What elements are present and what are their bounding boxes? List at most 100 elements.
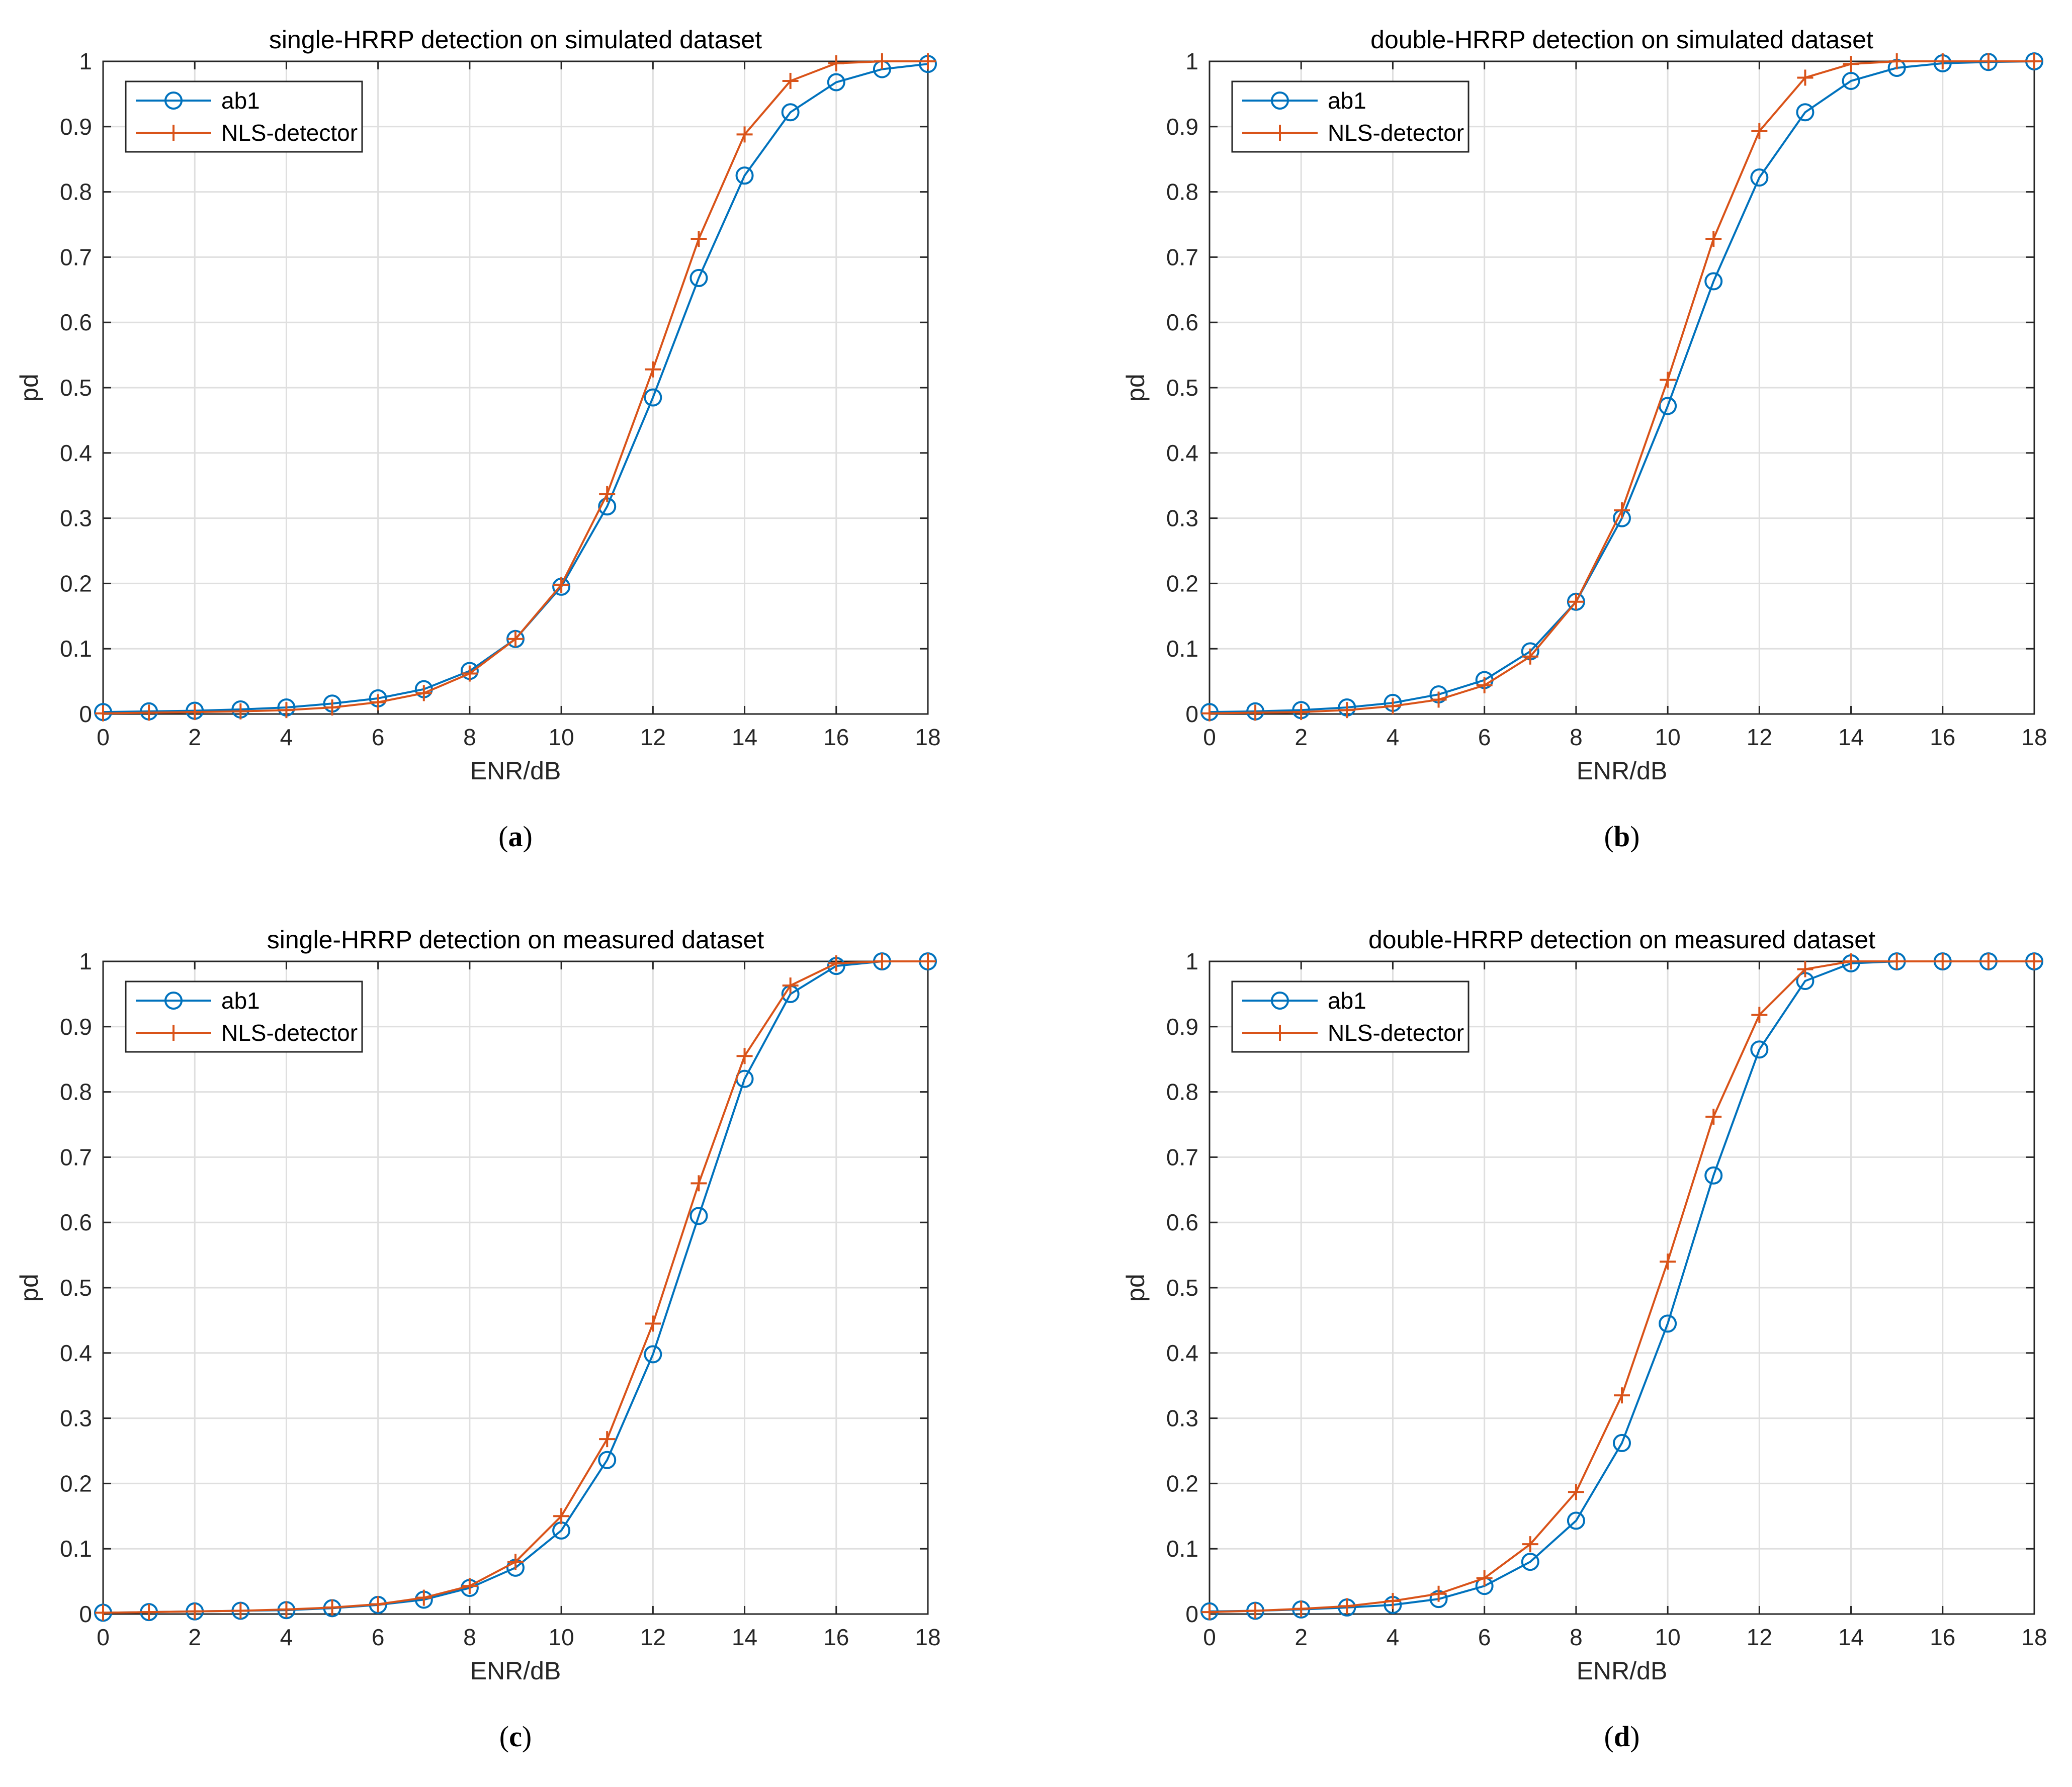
data-point-NLS-detector: [507, 631, 524, 647]
panel-caption-letter: d: [1613, 1720, 1630, 1753]
data-point-NLS-detector: [553, 576, 570, 593]
y-tick-label: 0.5: [60, 375, 92, 401]
legend-label: ab1: [221, 87, 260, 114]
legend-marker-ab1: [164, 992, 183, 1010]
data-point-NLS-detector: [874, 53, 890, 69]
y-tick-label: 0.7: [60, 244, 92, 270]
x-tick-label: 14: [1838, 724, 1864, 750]
data-point-NLS-detector: [370, 694, 386, 710]
data-point-ab1: [781, 103, 800, 122]
x-tick-label: 8: [463, 1624, 476, 1650]
chart-panel-b: 0 2 4 6 8 10 12 14 16 18 0 0.1 0.2 0.3 0.4 0.5 0.6 0.7 0.8…: [1106, 0, 2072, 887]
y-tick-label: 1: [1185, 948, 1198, 974]
data-point-ab1: [689, 269, 708, 287]
x-tick-label: 16: [1930, 1624, 1955, 1650]
x-tick-label: 4: [1387, 724, 1400, 750]
y-tick-label: 0.2: [60, 570, 92, 596]
data-point-NLS-detector: [828, 955, 844, 971]
data-point-NLS-detector: [736, 1048, 753, 1064]
y-tick-label: 0.9: [1166, 114, 1198, 140]
data-point-ab1: [827, 73, 845, 92]
x-tick-label: 18: [915, 1624, 940, 1650]
data-point-NLS-detector: [1522, 1536, 1538, 1553]
x-tick-label: 12: [640, 724, 666, 750]
data-point-ab1: [1659, 397, 1677, 415]
data-point-NLS-detector: [1201, 705, 1218, 722]
y-axis-label: pd: [15, 1274, 43, 1302]
y-tick-label: 0.9: [1166, 1014, 1198, 1040]
chart-title: double-HRRP detection on measured datase…: [1368, 926, 1875, 954]
y-tick-label: 0.2: [60, 1470, 92, 1496]
data-point-NLS-detector: [736, 126, 753, 143]
panel-caption: (a): [498, 820, 533, 853]
y-tick-label: 0.5: [1166, 1275, 1198, 1301]
data-point-ab1: [1659, 1314, 1677, 1333]
data-point-NLS-detector: [95, 705, 111, 722]
chart-title: single-HRRP detection on simulated datas…: [269, 26, 762, 54]
data-point-NLS-detector: [782, 72, 799, 89]
data-point-NLS-detector: [1934, 953, 1951, 969]
data-point-NLS-detector: [1568, 1484, 1584, 1500]
data-point-NLS-detector: [599, 1431, 616, 1448]
x-tick-label: 18: [2021, 1624, 2047, 1650]
data-point-NLS-detector: [141, 1604, 157, 1621]
x-tick-label: 16: [823, 724, 849, 750]
data-point-NLS-detector: [1705, 1108, 1722, 1125]
y-tick-label: 0.7: [60, 1144, 92, 1170]
data-point-NLS-detector: [1293, 1600, 1310, 1617]
x-tick-label: 12: [1747, 1624, 1772, 1650]
data-point-ab1: [644, 388, 662, 407]
data-point-NLS-detector: [415, 1589, 432, 1606]
y-tick-label: 1: [1185, 48, 1198, 74]
x-tick-label: 18: [2021, 724, 2047, 750]
x-tick-label: 12: [1747, 724, 1772, 750]
data-point-NLS-detector: [920, 53, 936, 69]
data-point-NLS-detector: [141, 704, 157, 721]
data-point-NLS-detector: [1476, 677, 1493, 693]
data-point-NLS-detector: [232, 1602, 249, 1619]
x-tick-label: 14: [732, 1624, 757, 1650]
x-tick-label: 6: [372, 724, 385, 750]
data-point-ab1: [1521, 1553, 1539, 1571]
x-tick-label: 2: [188, 1624, 201, 1650]
y-tick-label: 0.1: [1166, 1536, 1198, 1562]
data-point-NLS-detector: [415, 685, 432, 701]
x-tick-label: 0: [1203, 1624, 1216, 1650]
data-point-ab1: [689, 1207, 708, 1225]
x-axis-label: ENR/dB: [470, 1657, 561, 1685]
data-point-ab1: [1613, 1434, 1631, 1452]
x-tick-label: 10: [549, 1624, 574, 1650]
y-tick-label: 0.6: [60, 1209, 92, 1235]
y-tick-label: 0.5: [1166, 375, 1198, 401]
legend-label: ab1: [1328, 988, 1366, 1014]
y-tick-label: 0.6: [1166, 1209, 1198, 1235]
y-tick-label: 0.2: [1166, 1470, 1198, 1496]
legend-marker-NLS-detector: [1272, 1025, 1288, 1041]
y-tick-label: 0.8: [60, 179, 92, 205]
legend-marker-NLS-detector: [1272, 125, 1288, 141]
data-point-NLS-detector: [1476, 1570, 1493, 1586]
x-tick-label: 14: [1838, 1624, 1864, 1650]
data-point-ab1: [1750, 168, 1769, 187]
data-point-NLS-detector: [370, 1596, 386, 1613]
data-point-NLS-detector: [324, 1599, 340, 1616]
y-tick-label: 0.5: [60, 1275, 92, 1301]
data-point-NLS-detector: [95, 1604, 111, 1621]
x-tick-label: 2: [188, 724, 201, 750]
data-point-NLS-detector: [1522, 648, 1538, 665]
legend-marker-NLS-detector: [165, 125, 182, 141]
x-tick-label: 16: [1930, 724, 1955, 750]
x-tick-label: 12: [640, 1624, 666, 1650]
y-tick-label: 0.4: [1166, 440, 1198, 466]
legend: ab1 NLS-detector: [125, 980, 363, 1053]
data-point-NLS-detector: [1385, 698, 1401, 714]
chart-svg-b: 0 2 4 6 8 10 12 14 16 18 0 0.1 0.2 0.3 0.4 0.5 0.6 0.7 0.8…: [1121, 26, 2047, 785]
legend: ab1 NLS-detector: [1231, 80, 1470, 153]
data-point-NLS-detector: [782, 977, 799, 994]
data-point-ab1: [1750, 1040, 1769, 1059]
data-point-NLS-detector: [1201, 1604, 1218, 1621]
x-tick-label: 16: [823, 1624, 849, 1650]
data-point-NLS-detector: [1614, 1387, 1630, 1404]
y-tick-label: 0.3: [60, 505, 92, 531]
y-tick-label: 0.9: [60, 114, 92, 140]
